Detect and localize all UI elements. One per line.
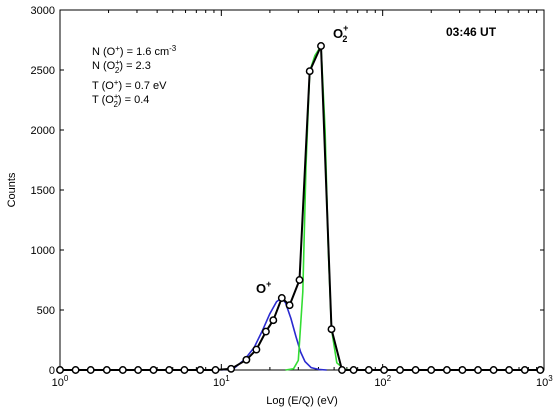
annotation-n-o-plus: N (O+) = 1.6 cm-3 bbox=[92, 44, 177, 58]
y-tick-label: 1500 bbox=[31, 185, 55, 197]
data-point bbox=[381, 367, 387, 373]
data-point bbox=[328, 326, 334, 332]
y-tick-label: 0 bbox=[49, 365, 55, 377]
data-point bbox=[537, 367, 543, 373]
y-axis-label: Counts bbox=[6, 172, 18, 207]
data-point bbox=[270, 317, 276, 323]
data-point bbox=[263, 328, 269, 334]
x-tick-label: 103 bbox=[536, 374, 553, 389]
annotation-t-o-plus: T (O+) = 0.7 eV bbox=[92, 78, 167, 92]
data-point bbox=[459, 367, 465, 373]
data-point bbox=[166, 367, 172, 373]
y-tick-label: 2500 bbox=[31, 65, 55, 77]
data-point bbox=[397, 367, 403, 373]
data-point bbox=[197, 367, 203, 373]
peak-label-o2-plus: O+ 2 bbox=[333, 23, 348, 44]
x-tick-label: 101 bbox=[213, 374, 230, 389]
data-point bbox=[88, 367, 94, 373]
data-point bbox=[57, 367, 63, 373]
data-point bbox=[228, 366, 234, 372]
data-point bbox=[318, 43, 324, 49]
data-point bbox=[135, 367, 141, 373]
data-point bbox=[253, 346, 259, 352]
data-point bbox=[72, 367, 78, 373]
data-point bbox=[120, 367, 126, 373]
data-point bbox=[444, 367, 450, 373]
data-point bbox=[181, 367, 187, 373]
data-point bbox=[307, 68, 313, 74]
data-point bbox=[412, 367, 418, 373]
x-axis-label: Log (E/Q) (eV) bbox=[266, 395, 338, 407]
data-point bbox=[286, 302, 292, 308]
time-label: 03:46 UT bbox=[446, 25, 497, 39]
x-tick-label: 100 bbox=[52, 374, 69, 389]
y-tick-label: 2000 bbox=[31, 125, 55, 137]
y-tick-label: 500 bbox=[37, 305, 55, 317]
data-point bbox=[212, 367, 218, 373]
data-point bbox=[522, 367, 528, 373]
data-point bbox=[339, 367, 345, 373]
data-point bbox=[475, 367, 481, 373]
data-point bbox=[150, 367, 156, 373]
data-point bbox=[104, 367, 110, 373]
data-point bbox=[243, 357, 249, 363]
x-tick-label: 102 bbox=[374, 374, 391, 389]
data-point bbox=[428, 367, 434, 373]
data-point bbox=[490, 367, 496, 373]
data-point bbox=[296, 277, 302, 283]
data-point bbox=[366, 367, 372, 373]
y-tick-label: 3000 bbox=[31, 5, 55, 17]
data-point bbox=[350, 367, 356, 373]
y-tick-label: 1000 bbox=[31, 245, 55, 257]
data-point bbox=[279, 295, 285, 301]
data-point bbox=[506, 367, 512, 373]
